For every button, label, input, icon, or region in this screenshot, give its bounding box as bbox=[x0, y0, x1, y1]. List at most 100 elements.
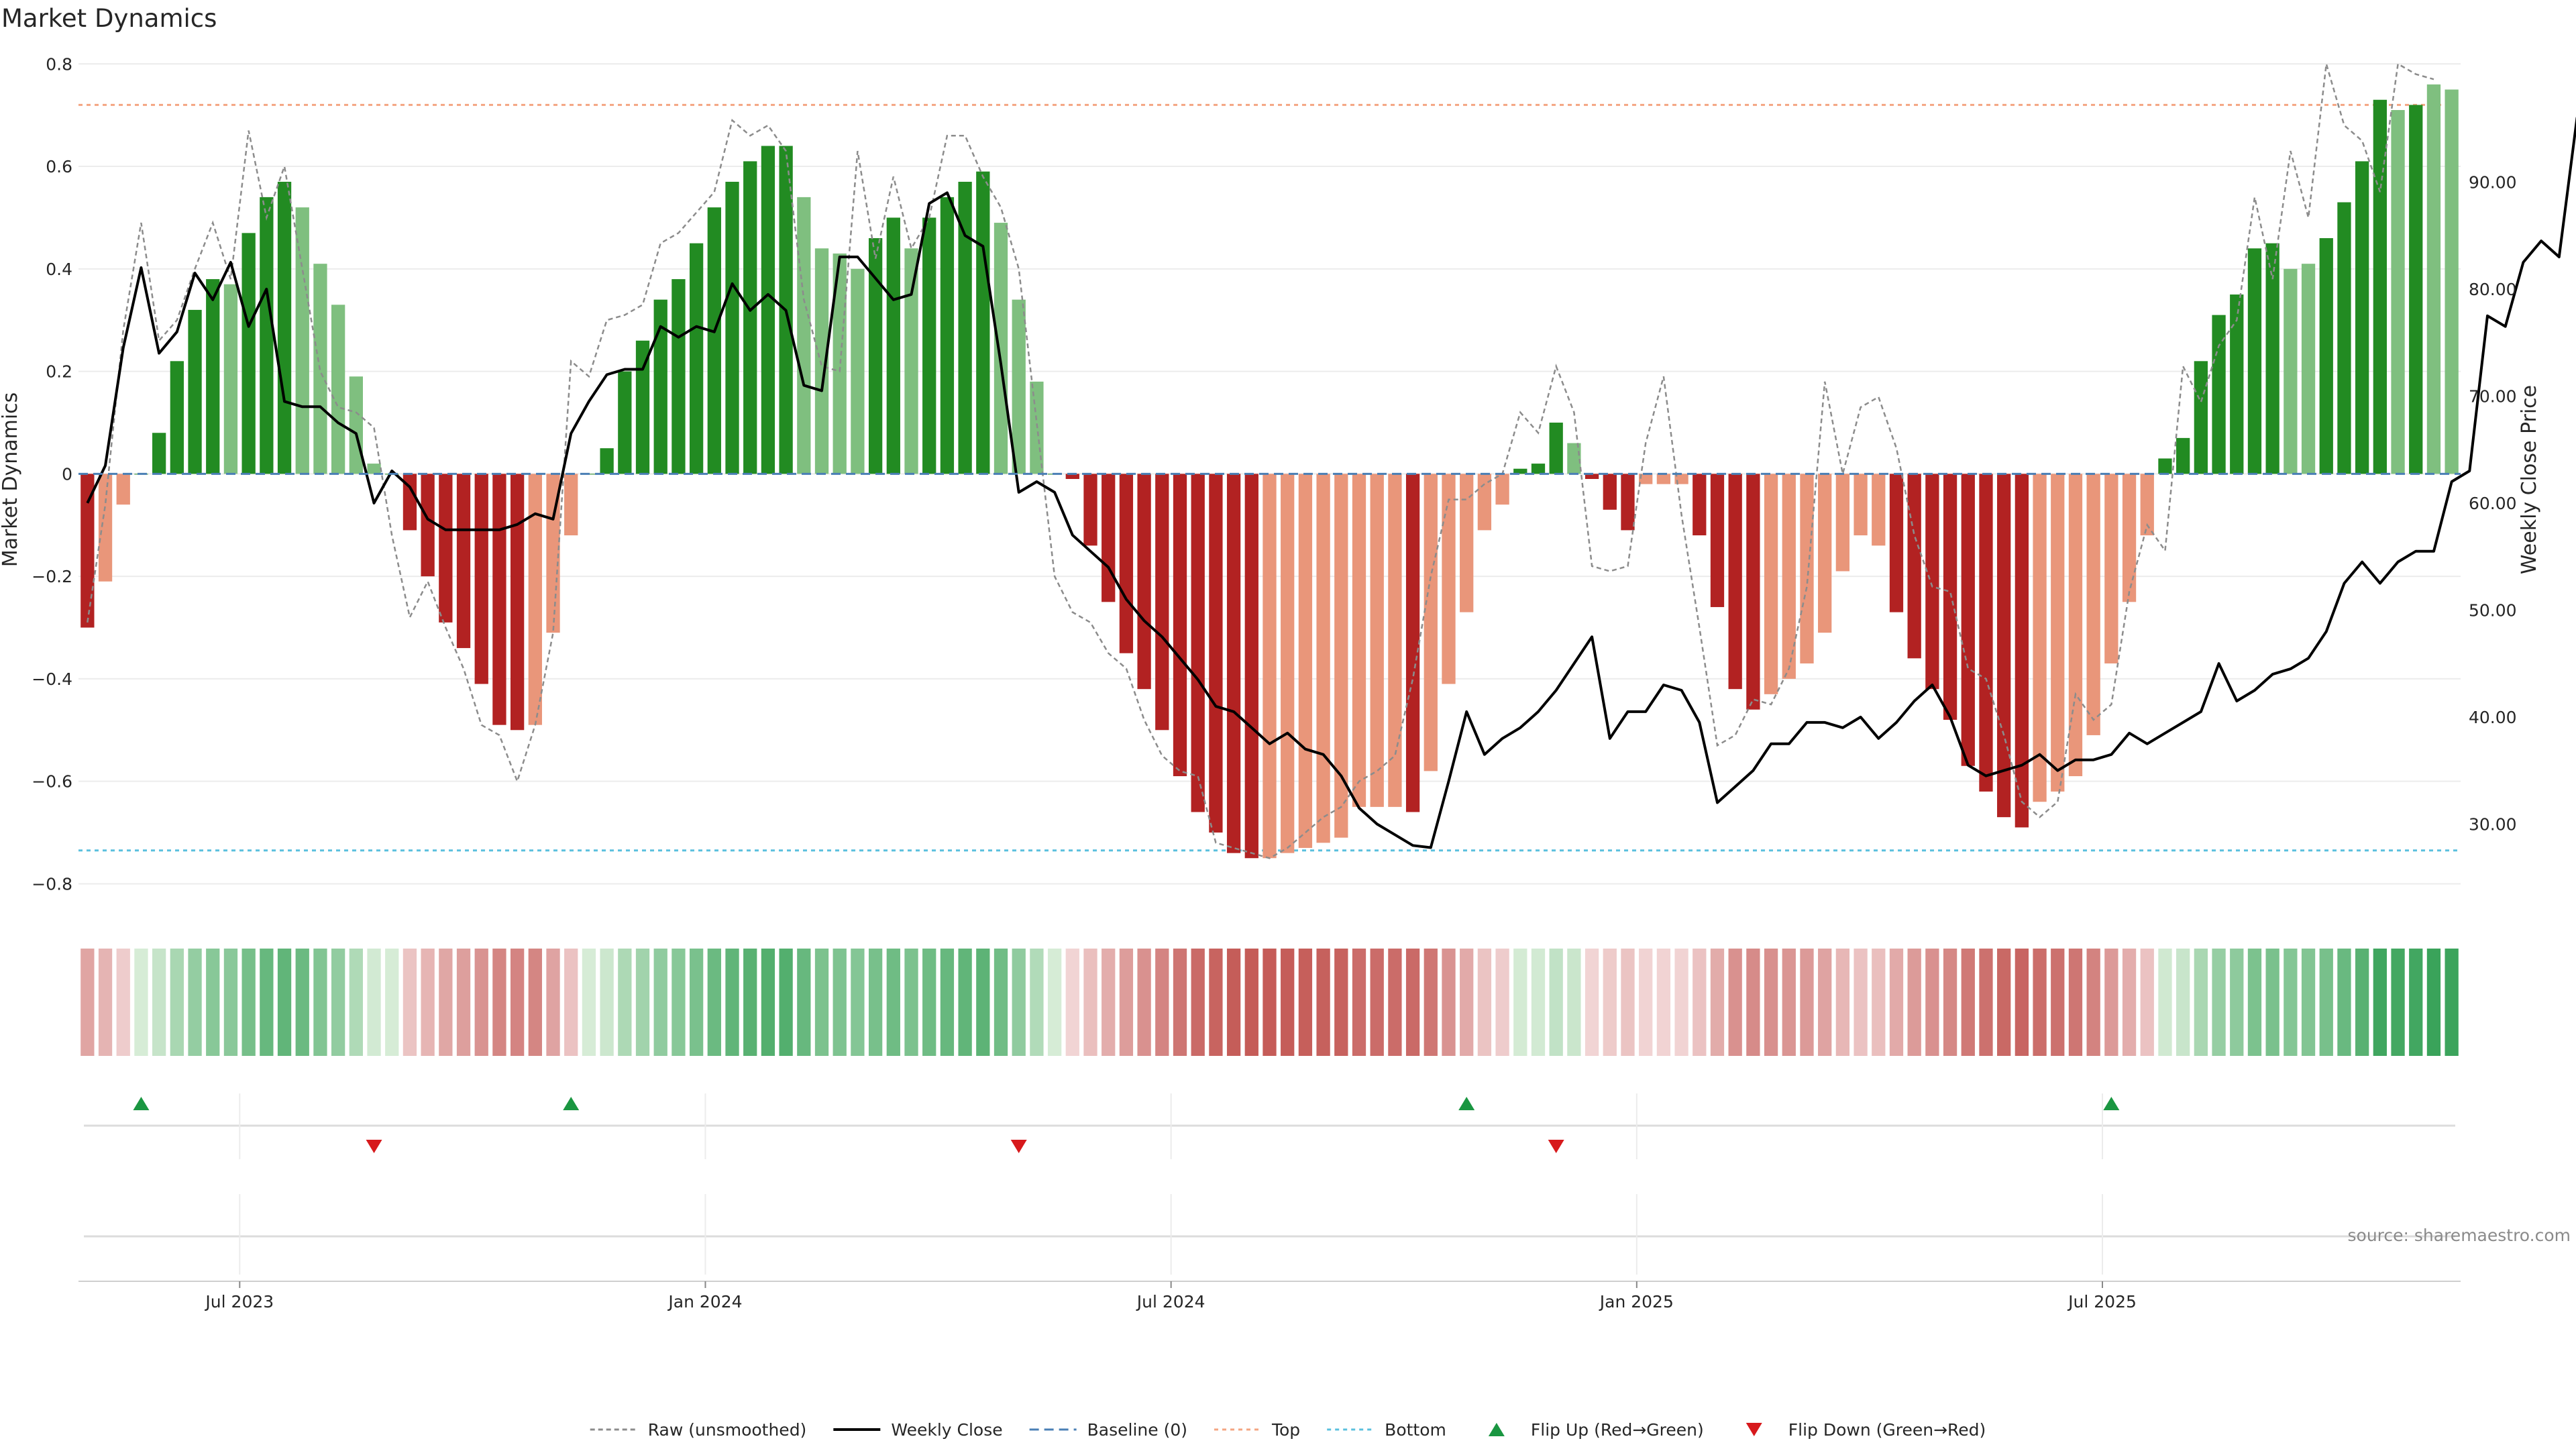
regime-cell bbox=[456, 949, 471, 1056]
dynamics-bar bbox=[2337, 202, 2351, 474]
regime-cell bbox=[1370, 949, 1384, 1056]
regime-cell bbox=[492, 949, 506, 1056]
raw-series-line bbox=[87, 62, 2434, 859]
dynamics-bar bbox=[2176, 437, 2190, 474]
regime-cell bbox=[241, 949, 256, 1056]
regime-cell bbox=[2104, 949, 2118, 1056]
regime-cell bbox=[385, 949, 399, 1056]
dynamics-bars bbox=[80, 84, 2459, 859]
regime-cell bbox=[1621, 949, 1635, 1056]
regime-cell bbox=[2426, 949, 2441, 1056]
regime-cell bbox=[1012, 949, 1026, 1056]
regime-cell bbox=[2301, 949, 2316, 1056]
regime-cell bbox=[2068, 949, 2083, 1056]
dynamics-bar bbox=[1693, 474, 1707, 536]
flip-up-marker bbox=[563, 1097, 580, 1110]
y2-tick-label: 40.00 bbox=[2469, 708, 2517, 727]
x-tick-label: Jan 2024 bbox=[667, 1292, 742, 1311]
dynamics-bar bbox=[797, 197, 811, 474]
regime-cell bbox=[743, 949, 757, 1056]
dynamics-bar bbox=[1818, 474, 1832, 633]
regime-cell bbox=[1137, 949, 1151, 1056]
legend-label: Baseline (0) bbox=[1087, 1420, 1187, 1440]
dynamics-bar bbox=[1746, 474, 1760, 710]
regime-cell bbox=[1424, 949, 1438, 1056]
flip-up-marker bbox=[2103, 1097, 2120, 1110]
regime-cell bbox=[439, 949, 453, 1056]
dynamics-bar bbox=[1764, 474, 1778, 694]
dynamics-bar bbox=[1477, 474, 1492, 531]
y-tick-label: −0.6 bbox=[32, 772, 72, 792]
dynamics-bar bbox=[1549, 422, 1563, 474]
regime-cell bbox=[1065, 949, 1079, 1056]
dynamics-bar bbox=[1191, 474, 1205, 812]
regime-cell bbox=[1460, 949, 1474, 1056]
regime-cell bbox=[958, 949, 972, 1056]
dynamics-bar bbox=[1585, 474, 1599, 479]
dynamics-bar bbox=[851, 268, 865, 474]
regime-cell bbox=[474, 949, 488, 1056]
dynamics-bar bbox=[958, 181, 972, 474]
regime-cell bbox=[1298, 949, 1313, 1056]
dynamics-bar bbox=[1226, 474, 1241, 853]
y2-tick-label: 60.00 bbox=[2469, 494, 2517, 513]
regime-cell bbox=[1782, 949, 1796, 1056]
regime-cell bbox=[223, 949, 238, 1056]
regime-cell bbox=[1495, 949, 1509, 1056]
dynamics-bar bbox=[2140, 474, 2154, 536]
dynamics-bar bbox=[80, 474, 95, 628]
dynamics-bar bbox=[1728, 474, 1742, 690]
regime-cell bbox=[1585, 949, 1599, 1056]
regime-cell bbox=[2265, 949, 2279, 1056]
regime-cell bbox=[1477, 949, 1492, 1056]
regime-cell bbox=[2247, 949, 2262, 1056]
y-tick-label: −0.2 bbox=[32, 567, 72, 586]
legend-label: Bottom bbox=[1385, 1420, 1446, 1440]
source-note: source: sharemaestro.com bbox=[2348, 1226, 2571, 1245]
legend-label: Flip Up (Red→Green) bbox=[1531, 1420, 1704, 1440]
dynamics-bar bbox=[743, 161, 757, 474]
y-tick-label: 0.2 bbox=[46, 362, 72, 382]
dynamics-bar bbox=[922, 217, 936, 474]
regime-cell bbox=[349, 949, 363, 1056]
dynamics-bar bbox=[1979, 474, 1993, 792]
dynamics-bar bbox=[689, 243, 704, 474]
dynamics-bar bbox=[2373, 99, 2387, 474]
regime-cell bbox=[1835, 949, 1850, 1056]
dynamics-bar bbox=[152, 433, 166, 474]
legend-label: Flip Down (Green→Red) bbox=[1788, 1420, 1986, 1440]
regime-cell bbox=[1405, 949, 1420, 1056]
y-tick-label: −0.4 bbox=[32, 669, 72, 689]
dynamics-bar bbox=[635, 340, 650, 474]
legend: Raw (unsmoothed) Weekly Close Baseline (0)… bbox=[590, 1420, 1986, 1440]
regime-cell bbox=[188, 949, 202, 1056]
dynamics-bar bbox=[1244, 474, 1258, 859]
regime-strip bbox=[80, 949, 2459, 1056]
dynamics-bar bbox=[1889, 474, 1904, 612]
regime-cell bbox=[1656, 949, 1671, 1056]
regime-cell bbox=[2212, 949, 2226, 1056]
flip-markers-panel bbox=[78, 1093, 2461, 1282]
regime-cell bbox=[1979, 949, 1993, 1056]
dynamics-bar bbox=[421, 474, 435, 577]
y2-tick-label: 80.00 bbox=[2469, 280, 2517, 299]
regime-cell bbox=[421, 949, 435, 1056]
regime-cell bbox=[206, 949, 220, 1056]
regime-cell bbox=[689, 949, 704, 1056]
regime-cell bbox=[1889, 949, 1904, 1056]
x-tick-label: Jul 2024 bbox=[1136, 1292, 1205, 1311]
regime-cell bbox=[277, 949, 292, 1056]
legend-label: Weekly Close bbox=[891, 1420, 1002, 1440]
regime-cell bbox=[402, 949, 417, 1056]
chart-title: Market Dynamics bbox=[1, 4, 217, 33]
y2-tick-label: 30.00 bbox=[2469, 814, 2517, 834]
flip-down-marker bbox=[1010, 1140, 1027, 1153]
x-tick-label: Jul 2025 bbox=[2067, 1292, 2137, 1311]
dynamics-bar bbox=[1424, 474, 1438, 771]
dynamics-bar bbox=[456, 474, 471, 649]
dynamics-bar bbox=[2122, 474, 2137, 602]
regime-cell bbox=[1119, 949, 1134, 1056]
dynamics-bar bbox=[2391, 110, 2405, 474]
dynamics-bar bbox=[1782, 474, 1796, 679]
dynamics-bar bbox=[994, 223, 1008, 474]
